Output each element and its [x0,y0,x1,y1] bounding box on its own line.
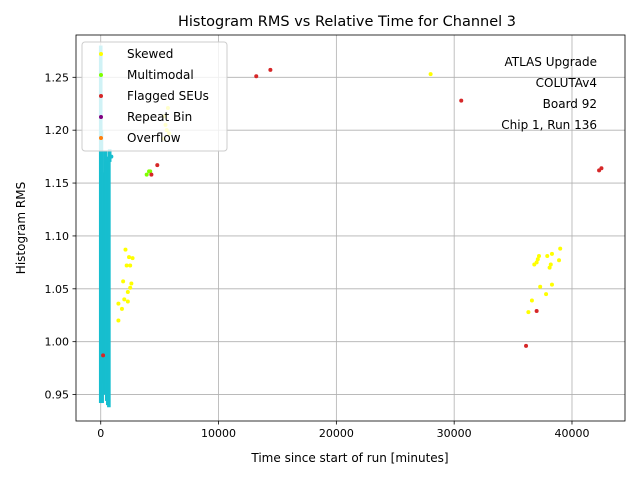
data-point [130,256,135,261]
x-tick-label: 30000 [437,427,472,440]
data-point [599,166,604,171]
cyan-series-bands [98,45,112,408]
annotation: ATLAS Upgrade COLUTAv4 Board 92 Chip 1, … [501,55,597,132]
data-point [101,353,106,358]
x-tick-label: 10000 [201,427,236,440]
legend-label-repeat-bin: Repeat Bin [127,110,192,124]
legend-marker-repeat-bin [99,115,103,119]
data-point [428,72,433,77]
data-point [125,299,130,304]
annotation-line-2: COLUTAv4 [536,76,597,90]
legend-label-overflow: Overflow [127,131,181,145]
data-point [124,263,129,268]
annotation-line-4: Chip 1, Run 136 [501,118,597,132]
data-point [524,343,529,348]
axis-ticks: 0 10000 20000 30000 40000 0.95 1.00 1.05 1.10 1.1… [45,71,590,440]
x-tick-label: 20000 [319,427,354,440]
legend-label-skewed: Skewed [127,47,173,61]
y-tick-label: 1.15 [45,177,70,190]
x-axis-label: Time since start of run [minutes] [250,451,448,465]
data-point [534,309,539,314]
chart-title: Histogram RMS vs Relative Time for Chann… [178,14,516,30]
data-point [119,306,124,311]
legend-box [81,41,228,152]
data-point [268,67,273,72]
data-point [116,301,121,306]
data-point [129,281,134,286]
y-tick-label: 1.20 [45,124,70,137]
data-point [547,265,552,270]
data-point [148,169,153,174]
legend-marker-flagged-seus [99,94,103,98]
legend-marker-skewed [99,52,103,56]
legend-label-flagged-seus: Flagged SEUs [127,89,209,103]
data-point [549,251,554,256]
data-point [557,258,562,263]
cyan-band [107,156,111,408]
data-point [144,172,149,177]
annotation-line-1: ATLAS Upgrade [504,55,597,69]
data-point [549,282,554,287]
data-point [529,298,534,303]
plot-frame [75,34,626,422]
legend-marker-multimodal [99,73,103,77]
data-point [538,284,543,289]
data-point [155,163,160,168]
data-point [121,279,126,284]
data-point [558,246,563,251]
y-tick-label: 1.25 [45,71,70,84]
legend-marker-overflow [99,136,103,140]
data-point [544,292,549,297]
y-tick-label: 1.10 [45,230,70,243]
x-tick-label: 40000 [554,427,589,440]
data-point [127,255,132,260]
data-point [534,260,539,265]
data-point [545,254,550,259]
y-tick-label: 1.05 [45,283,70,296]
y-tick-label: 1.00 [45,336,70,349]
data-point [149,172,154,177]
data-point [548,262,553,267]
data-point [128,263,133,268]
data-point [125,289,130,294]
data-point [526,310,531,315]
data-point [459,98,464,103]
data-point [123,247,128,252]
legend-label-multimodal: Multimodal [127,68,194,82]
data-point [254,74,259,79]
data-point [536,254,541,259]
data-point [128,285,133,290]
legend: Skewed Multimodal Flagged SEUs Repeat Bi… [81,41,228,152]
annotation-line-3: Board 92 [543,97,597,111]
y-tick-label: 0.95 [45,389,70,402]
x-tick-label: 0 [97,427,104,440]
data-point [535,257,540,262]
data-point [109,154,114,159]
y-axis-label: Histogram RMS [14,182,28,274]
data-point [122,297,127,302]
data-point [116,318,121,323]
